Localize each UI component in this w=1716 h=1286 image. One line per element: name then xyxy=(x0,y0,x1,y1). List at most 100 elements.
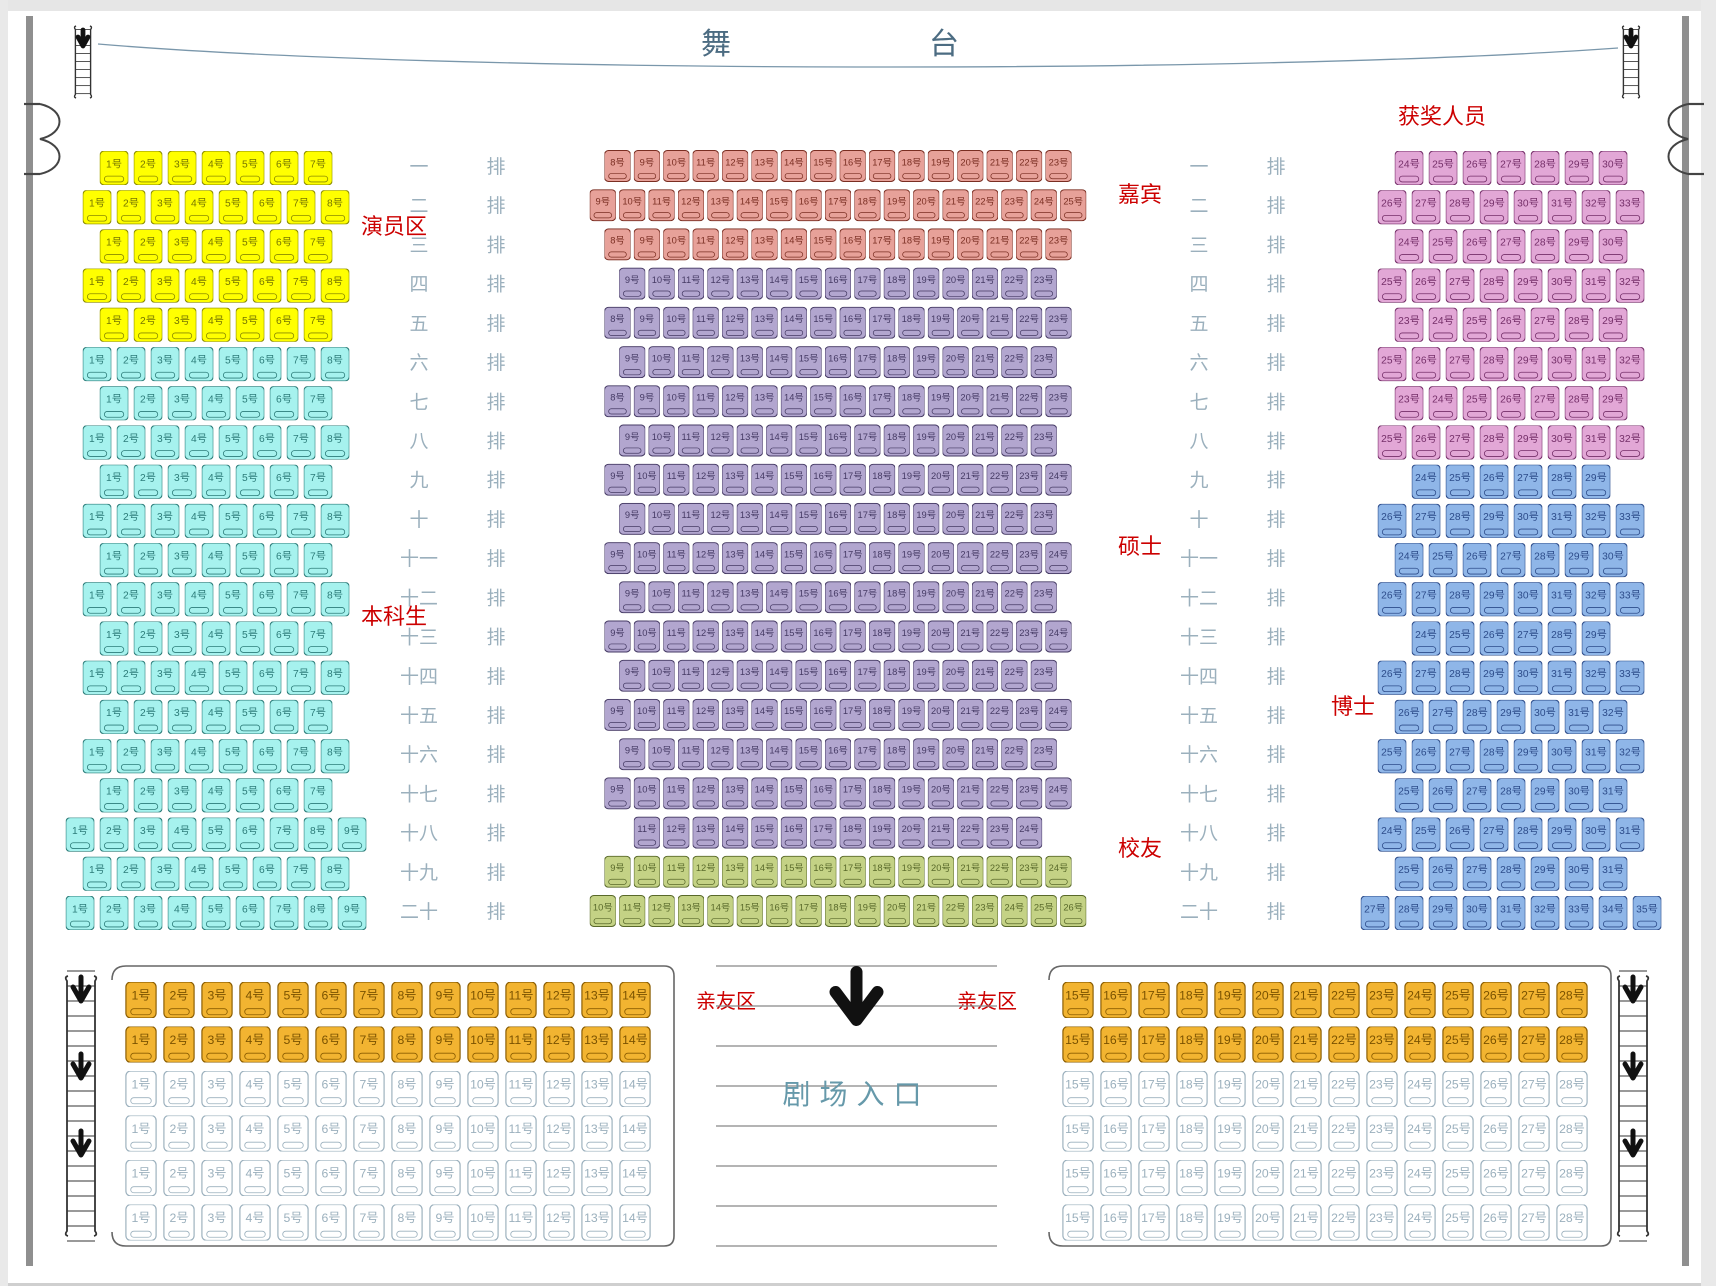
svg-text:18号: 18号 xyxy=(1179,1078,1205,1092)
svg-text:28号: 28号 xyxy=(1398,903,1420,915)
svg-text:16号: 16号 xyxy=(813,628,833,638)
svg-text:7号: 7号 xyxy=(310,707,326,719)
svg-text:2号: 2号 xyxy=(169,989,188,1003)
svg-text:6号: 6号 xyxy=(259,668,275,680)
svg-text:28号: 28号 xyxy=(1483,433,1505,445)
svg-text:21号: 21号 xyxy=(975,510,995,520)
svg-text:13号: 13号 xyxy=(755,157,775,167)
svg-text:1号: 1号 xyxy=(131,1167,150,1181)
svg-text:24号: 24号 xyxy=(1432,315,1454,327)
svg-text:32号: 32号 xyxy=(1602,707,1624,719)
svg-text:7号: 7号 xyxy=(293,590,309,602)
svg-text:21号: 21号 xyxy=(916,902,936,912)
svg-text:28号: 28号 xyxy=(1568,315,1590,327)
svg-text:28号: 28号 xyxy=(1483,276,1505,288)
svg-text:4号: 4号 xyxy=(191,668,207,680)
svg-text:12号: 12号 xyxy=(711,510,731,520)
svg-text:20号: 20号 xyxy=(916,196,936,206)
svg-text:25号: 25号 xyxy=(1445,1167,1471,1181)
svg-text:排: 排 xyxy=(486,705,505,727)
svg-text:31号: 31号 xyxy=(1585,276,1607,288)
svg-text:19号: 19号 xyxy=(902,706,922,716)
svg-text:十一: 十一 xyxy=(400,548,438,570)
svg-text:10号: 10号 xyxy=(637,706,657,716)
svg-text:27号: 27号 xyxy=(1521,1167,1547,1181)
svg-text:23号: 23号 xyxy=(975,902,995,912)
svg-text:21号: 21号 xyxy=(1293,1078,1319,1092)
svg-text:亲友区: 亲友区 xyxy=(696,990,756,1013)
svg-text:4号: 4号 xyxy=(245,1122,264,1136)
svg-text:20号: 20号 xyxy=(902,824,922,834)
svg-text:17号: 17号 xyxy=(843,706,863,716)
svg-text:15号: 15号 xyxy=(799,589,819,599)
svg-text:28号: 28号 xyxy=(1551,472,1573,484)
svg-text:2号: 2号 xyxy=(140,629,156,641)
svg-text:22号: 22号 xyxy=(975,196,995,206)
svg-text:十一: 十一 xyxy=(1180,548,1218,570)
svg-text:24号: 24号 xyxy=(1049,863,1069,873)
svg-text:13号: 13号 xyxy=(755,314,775,324)
svg-text:22号: 22号 xyxy=(946,902,966,912)
svg-text:11号: 11号 xyxy=(652,196,671,206)
svg-text:12号: 12号 xyxy=(652,902,672,912)
svg-text:2号: 2号 xyxy=(123,864,139,876)
svg-text:6号: 6号 xyxy=(276,629,292,641)
svg-text:23号: 23号 xyxy=(1369,1167,1395,1181)
svg-text:7号: 7号 xyxy=(293,198,309,210)
svg-text:14号: 14号 xyxy=(725,824,745,834)
svg-text:1号: 1号 xyxy=(89,864,105,876)
svg-text:30号: 30号 xyxy=(1551,433,1573,445)
svg-text:9号: 9号 xyxy=(344,825,360,837)
svg-text:30号: 30号 xyxy=(1585,825,1607,837)
svg-text:31号: 31号 xyxy=(1551,590,1573,602)
svg-text:22号: 22号 xyxy=(1005,510,1025,520)
svg-text:32号: 32号 xyxy=(1585,511,1607,523)
svg-text:3号: 3号 xyxy=(140,903,156,915)
svg-text:嘉宾: 嘉宾 xyxy=(1118,182,1162,207)
svg-text:13号: 13号 xyxy=(725,549,745,559)
svg-text:30号: 30号 xyxy=(1602,158,1624,170)
svg-text:18号: 18号 xyxy=(887,589,907,599)
svg-text:12号: 12号 xyxy=(666,824,686,834)
svg-text:13号: 13号 xyxy=(725,706,745,716)
svg-text:3号: 3号 xyxy=(207,989,226,1003)
svg-text:获奖人员: 获奖人员 xyxy=(1398,104,1486,129)
svg-text:21号: 21号 xyxy=(990,157,1010,167)
svg-text:二十: 二十 xyxy=(400,901,438,923)
svg-text:14号: 14号 xyxy=(784,236,804,246)
svg-text:26号: 26号 xyxy=(1466,237,1488,249)
svg-text:15号: 15号 xyxy=(740,902,760,912)
svg-text:25号: 25号 xyxy=(1398,786,1420,798)
svg-text:20号: 20号 xyxy=(946,589,966,599)
svg-text:9号: 9号 xyxy=(625,589,640,599)
svg-text:25号: 25号 xyxy=(1445,1033,1471,1047)
svg-text:27号: 27号 xyxy=(1517,472,1539,484)
svg-text:8号: 8号 xyxy=(327,668,343,680)
svg-text:8号: 8号 xyxy=(327,198,343,210)
svg-text:排: 排 xyxy=(1266,313,1285,335)
svg-text:25号: 25号 xyxy=(1398,864,1420,876)
svg-text:14号: 14号 xyxy=(769,510,789,520)
svg-text:26号: 26号 xyxy=(1415,354,1437,366)
svg-text:5号: 5号 xyxy=(283,989,302,1003)
svg-text:22号: 22号 xyxy=(1019,157,1039,167)
svg-text:四: 四 xyxy=(409,275,428,296)
svg-text:19号: 19号 xyxy=(931,393,951,403)
svg-text:29号: 29号 xyxy=(1534,786,1556,798)
svg-text:7号: 7号 xyxy=(359,1167,378,1181)
svg-text:2号: 2号 xyxy=(140,237,156,249)
svg-text:19号: 19号 xyxy=(902,785,922,795)
svg-text:12号: 12号 xyxy=(696,471,716,481)
svg-text:4号: 4号 xyxy=(191,747,207,759)
svg-text:28号: 28号 xyxy=(1559,989,1585,1003)
svg-text:25号: 25号 xyxy=(1381,276,1403,288)
svg-text:21号: 21号 xyxy=(960,863,980,873)
svg-text:9号: 9号 xyxy=(610,628,625,638)
svg-text:1号: 1号 xyxy=(89,747,105,759)
svg-text:21号: 21号 xyxy=(975,667,995,677)
svg-text:1号: 1号 xyxy=(89,590,105,602)
svg-text:4号: 4号 xyxy=(191,433,207,445)
svg-text:29号: 29号 xyxy=(1517,747,1539,759)
svg-text:3号: 3号 xyxy=(157,747,173,759)
svg-text:6号: 6号 xyxy=(321,989,340,1003)
